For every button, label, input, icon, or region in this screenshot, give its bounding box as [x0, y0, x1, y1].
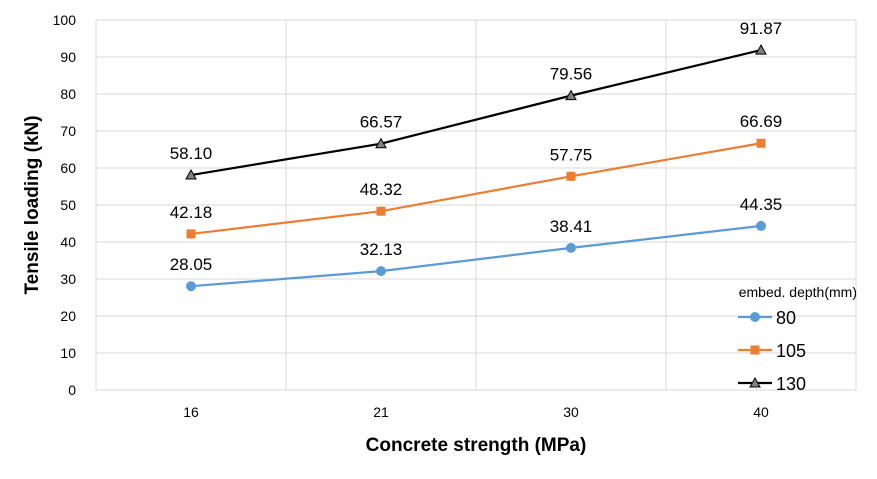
series-line [190, 224, 762, 288]
x-axis-ticks: 16 21 30 40 [183, 404, 769, 420]
marker-square [750, 345, 760, 355]
data-label: 66.57 [360, 113, 403, 132]
legend-item-130: 130 [738, 374, 806, 394]
marker-square [186, 229, 196, 239]
legend-item-80: 80 [738, 308, 796, 328]
y-tick-label: 40 [60, 234, 76, 250]
legend: embed. depth(mm) 80 105 130 [738, 284, 857, 394]
series-line [190, 49, 762, 177]
x-tick-label: 21 [373, 404, 389, 420]
data-label: 57.75 [550, 145, 593, 164]
y-tick-label: 80 [60, 86, 76, 102]
series-group: 28.05 32.13 38.41 44.35 42.18 48.32 57.75 66.69… [170, 19, 783, 292]
legend-label: 105 [776, 341, 806, 361]
data-label: 38.41 [550, 217, 593, 236]
data-label: 32.13 [360, 240, 403, 259]
marker-triangle [565, 89, 577, 101]
legend-label: 80 [776, 308, 796, 328]
y-axis-ticks: 0 10 20 30 40 50 60 70 80 90 100 [53, 12, 77, 398]
marker-circle [756, 220, 766, 231]
y-tick-label: 30 [60, 271, 76, 287]
data-label: 91.87 [740, 19, 783, 38]
data-label: 44.35 [740, 195, 783, 214]
marker-circle [186, 281, 196, 292]
y-tick-label: 70 [60, 123, 76, 139]
marker-circle [376, 266, 386, 277]
marker-triangle [185, 169, 197, 180]
x-tick-label: 40 [753, 404, 769, 420]
marker-square [376, 206, 386, 216]
grid [95, 19, 857, 391]
data-label: 58.10 [170, 144, 213, 163]
marker-circle [566, 242, 576, 253]
x-tick-label: 30 [563, 404, 579, 420]
data-label: 79.56 [550, 65, 593, 84]
marker-square [756, 138, 766, 148]
legend-title: embed. depth(mm) [739, 284, 857, 300]
y-tick-label: 90 [60, 49, 76, 65]
y-tick-label: 0 [68, 382, 76, 398]
y-tick-label: 20 [60, 308, 76, 324]
y-tick-label: 50 [60, 197, 76, 213]
y-tick-label: 60 [60, 160, 76, 176]
series-105: 42.18 48.32 57.75 66.69 [170, 112, 783, 239]
y-axis-label: Tensile loading (kN) [22, 115, 43, 294]
y-tick-label: 10 [60, 345, 76, 361]
legend-label: 130 [776, 374, 806, 394]
data-label: 48.32 [360, 180, 403, 199]
legend-item-105: 105 [738, 341, 806, 361]
x-axis-label: Concrete strength (MPa) [366, 435, 587, 456]
series-130: 58.10 66.57 79.56 91.87 [170, 19, 783, 180]
data-label: 66.69 [740, 112, 783, 131]
data-label: 42.18 [170, 203, 213, 222]
marker-triangle [749, 376, 761, 388]
marker-triangle [755, 44, 767, 55]
data-label: 28.05 [170, 255, 213, 274]
x-tick-label: 16 [183, 404, 199, 420]
marker-triangle [375, 137, 387, 149]
y-tick-label: 100 [53, 12, 77, 28]
marker-circle [750, 312, 760, 322]
marker-square [566, 171, 576, 181]
series-line [190, 142, 762, 236]
series-80: 28.05 32.13 38.41 44.35 [170, 195, 783, 292]
